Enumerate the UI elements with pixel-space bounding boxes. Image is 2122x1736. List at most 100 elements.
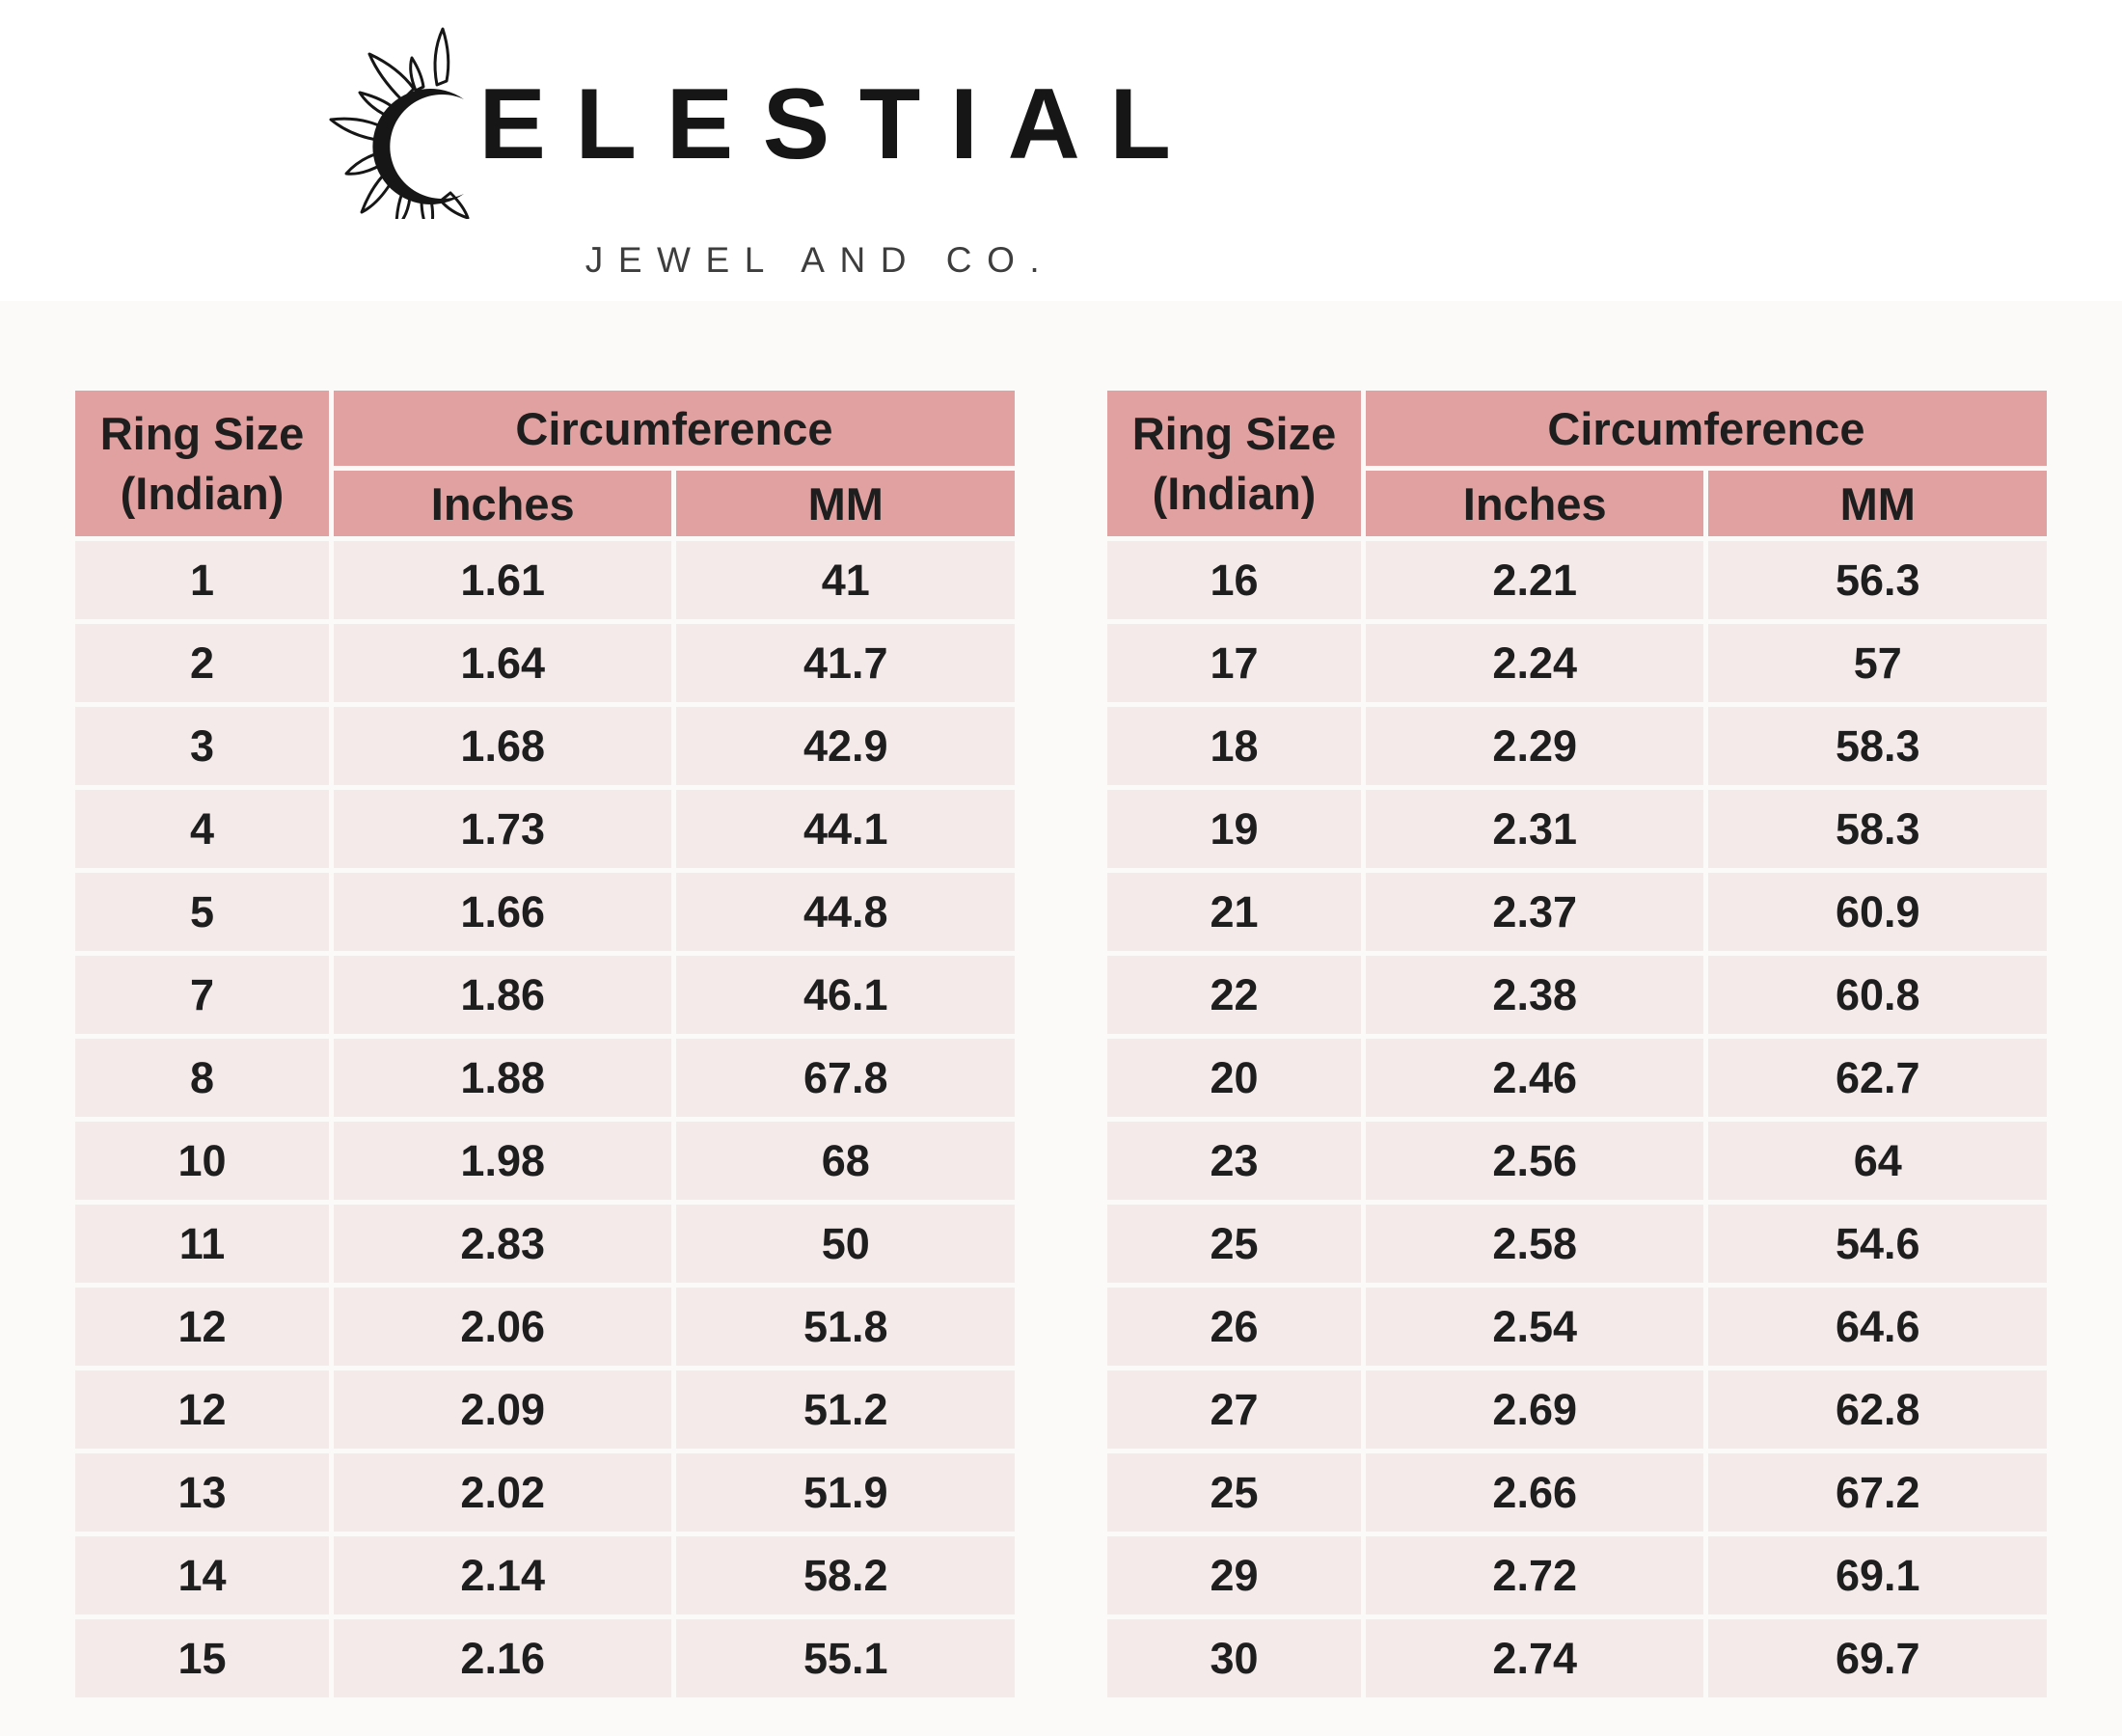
table-row: 27 2.69 62.8 [1107,1370,2047,1449]
inches-value: 1.98 [333,1122,672,1200]
table-row: 7 1.86 46.1 [75,956,1015,1034]
table-row: 23 2.56 64 [1107,1122,2047,1200]
ring-size-value: 21 [1107,873,1361,951]
ring-size-value: 30 [1107,1619,1361,1697]
inches-value: 1.66 [333,873,672,951]
table-row: 5 1.66 44.8 [75,873,1015,951]
table-row: 12 2.06 51.8 [75,1288,1015,1366]
inches-value: 2.54 [1365,1288,1704,1366]
table-row: 11 2.83 50 [75,1205,1015,1283]
inches-value: 2.31 [1365,790,1704,868]
inches-value: 2.21 [1365,541,1704,619]
header-ring-size-line2: (Indian) [120,467,285,519]
header-ring-size: Ring Size (Indian) [1107,391,1361,536]
table-row: 8 1.88 67.8 [75,1039,1015,1117]
mm-value: 50 [676,1205,1015,1283]
mm-value: 51.9 [676,1453,1015,1532]
table-row: 1 1.61 41 [75,541,1015,619]
ring-size-table-left: Ring Size (Indian) Circumference Inches … [75,391,1015,1697]
brand-wordmark: ELESTIAL [478,68,1201,180]
inches-value: 2.46 [1365,1039,1704,1117]
table-row: 12 2.09 51.2 [75,1370,1015,1449]
ring-size-value: 10 [75,1122,329,1200]
table-body-left: 1 1.61 41 2 1.64 41.7 3 1.68 42.9 [75,541,1015,1697]
mm-value: 68 [676,1122,1015,1200]
mm-value: 44.1 [676,790,1015,868]
table-row: 3 1.68 42.9 [75,707,1015,785]
table-row: 19 2.31 58.3 [1107,790,2047,868]
table-header-right: Ring Size (Indian) Circumference Inches … [1107,391,2047,536]
ring-size-value: 20 [1107,1039,1361,1117]
inches-value: 1.68 [333,707,672,785]
mm-value: 62.7 [1708,1039,2047,1117]
ring-size-value: 26 [1107,1288,1361,1366]
inches-value: 2.66 [1365,1453,1704,1532]
table-row: 22 2.38 60.8 [1107,956,2047,1034]
header-ring-size-line2: (Indian) [1152,467,1317,519]
header-mm: MM [1708,471,2047,536]
ring-size-value: 19 [1107,790,1361,868]
ring-size-value: 12 [75,1370,329,1449]
mm-value: 51.2 [676,1370,1015,1449]
ring-size-value: 1 [75,541,329,619]
ring-size-value: 4 [75,790,329,868]
ring-size-value: 22 [1107,956,1361,1034]
ring-size-value: 14 [75,1536,329,1614]
mm-value: 67.2 [1708,1453,2047,1532]
mm-value: 69.1 [1708,1536,2047,1614]
ring-size-value: 8 [75,1039,329,1117]
table-row: 25 2.58 54.6 [1107,1205,2047,1283]
inches-value: 1.73 [333,790,672,868]
ring-size-value: 16 [1107,541,1361,619]
ring-size-value: 12 [75,1288,329,1366]
ring-size-value: 17 [1107,624,1361,702]
header-ring-size-line1: Ring Size [1131,408,1337,460]
ring-size-value: 2 [75,624,329,702]
inches-value: 2.24 [1365,624,1704,702]
mm-value: 69.7 [1708,1619,2047,1697]
inches-value: 2.83 [333,1205,672,1283]
brand-wordmark-row: ELESTIAL [323,27,1201,219]
mm-value: 42.9 [676,707,1015,785]
inches-value: 2.09 [333,1370,672,1449]
inches-value: 1.86 [333,956,672,1034]
ring-size-value: 5 [75,873,329,951]
inches-value: 2.06 [333,1288,672,1366]
sun-crescent-icon [323,27,478,219]
mm-value: 41 [676,541,1015,619]
ring-size-value: 23 [1107,1122,1361,1200]
ring-size-value: 11 [75,1205,329,1283]
mm-value: 58.3 [1708,790,2047,868]
table-row: 21 2.37 60.9 [1107,873,2047,951]
header-circumference: Circumference [333,391,1015,466]
table-row: 16 2.21 56.3 [1107,541,2047,619]
table-row: 17 2.24 57 [1107,624,2047,702]
inches-value: 2.38 [1365,956,1704,1034]
table-row: 14 2.14 58.2 [75,1536,1015,1614]
mm-value: 60.8 [1708,956,2047,1034]
mm-value: 57 [1708,624,2047,702]
inches-value: 2.37 [1365,873,1704,951]
mm-value: 54.6 [1708,1205,2047,1283]
mm-value: 46.1 [676,956,1015,1034]
inches-value: 2.74 [1365,1619,1704,1697]
brand-header: ELESTIAL JEWEL AND CO. [0,27,1524,281]
ring-size-value: 29 [1107,1536,1361,1614]
mm-value: 41.7 [676,624,1015,702]
mm-value: 60.9 [1708,873,2047,951]
inches-value: 1.88 [333,1039,672,1117]
size-tables: Ring Size (Indian) Circumference Inches … [75,391,2047,1697]
table-row: 10 1.98 68 [75,1122,1015,1200]
inches-value: 2.58 [1365,1205,1704,1283]
table-row: 18 2.29 58.3 [1107,707,2047,785]
mm-value: 55.1 [676,1619,1015,1697]
header-circumference: Circumference [1365,391,2047,466]
mm-value: 58.3 [1708,707,2047,785]
table-row: 25 2.66 67.2 [1107,1453,2047,1532]
inches-value: 1.61 [333,541,672,619]
inches-value: 2.16 [333,1619,672,1697]
inches-value: 2.72 [1365,1536,1704,1614]
mm-value: 62.8 [1708,1370,2047,1449]
table-row: 2 1.64 41.7 [75,624,1015,702]
